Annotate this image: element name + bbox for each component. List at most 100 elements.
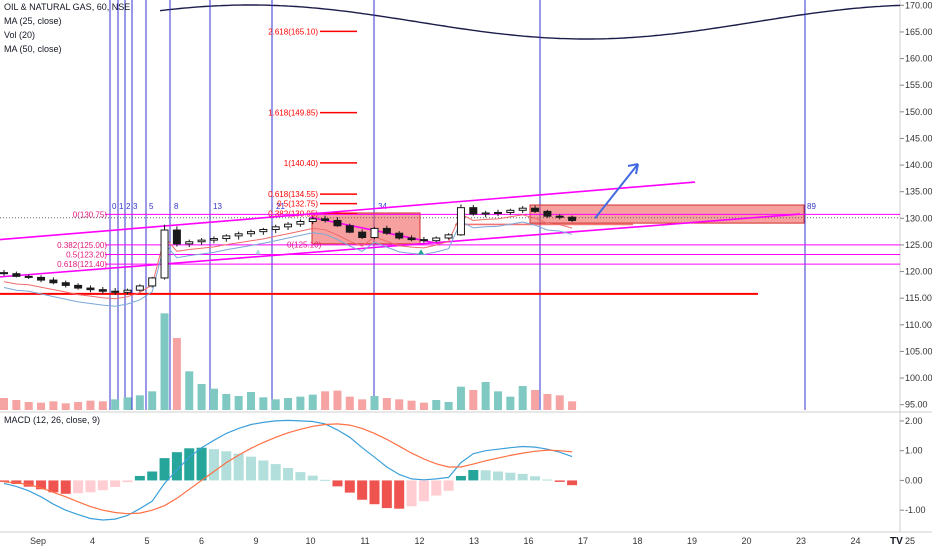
volume-bar xyxy=(382,398,391,410)
candle-body xyxy=(49,279,58,284)
price-tick-label: 155.00 xyxy=(905,80,932,90)
macd-histogram-bar xyxy=(60,480,71,494)
up-marker-icon xyxy=(418,249,424,255)
volume-legend[interactable]: Vol (20) xyxy=(4,30,36,40)
candle-body xyxy=(123,289,132,293)
candle-body xyxy=(160,229,169,279)
candle-body xyxy=(86,287,95,291)
fib-time-label: 8 xyxy=(174,202,179,211)
fib-retracement-label: 0.618(121.40) xyxy=(57,260,107,269)
candle-body xyxy=(259,228,268,233)
volume-bar xyxy=(308,394,317,410)
macd-histogram-bar xyxy=(505,472,516,481)
fib-time-label: 0 xyxy=(112,202,117,211)
candle-body xyxy=(308,218,317,223)
macd-histogram-bar xyxy=(332,480,343,487)
macd-histogram-bar xyxy=(283,467,294,481)
macd-histogram-bar xyxy=(208,449,219,481)
macd-histogram-bar xyxy=(73,480,84,494)
macd-histogram-bar xyxy=(468,470,479,481)
volume-bar xyxy=(160,313,169,410)
macd-histogram-bar xyxy=(36,480,47,490)
macd-histogram-bar xyxy=(431,480,442,496)
fib-extension-label: 0.618(134.55) xyxy=(268,190,318,199)
tradingview-logo: TV xyxy=(890,536,903,547)
macd-histogram-bar xyxy=(48,480,59,493)
ma50-legend[interactable]: MA (50, close) xyxy=(4,44,62,54)
fib-time-label: 1 xyxy=(119,202,124,211)
volume-bar xyxy=(259,397,268,410)
macd-histogram-bar xyxy=(0,480,9,482)
time-tick-label: 24 xyxy=(850,536,860,546)
macd-histogram-bar xyxy=(418,480,429,502)
volume-bar xyxy=(222,394,231,410)
macd-histogram-bar xyxy=(530,476,541,481)
macd-histogram-bar xyxy=(122,480,133,483)
macd-histogram-bar xyxy=(147,471,158,481)
macd-histogram-bar xyxy=(357,480,368,500)
ma25-legend[interactable]: MA (25, close) xyxy=(4,16,62,26)
macd-histogram-bar xyxy=(406,480,417,507)
macd-histogram-bar xyxy=(159,458,170,481)
time-tick-label: 13 xyxy=(469,536,479,546)
volume-bar xyxy=(74,402,83,410)
candle-body xyxy=(284,223,293,228)
macd-histogram-bar xyxy=(455,475,466,481)
candle-body xyxy=(296,221,305,225)
symbol-legend[interactable]: OIL & NATURAL GAS, 60, NSE xyxy=(4,2,131,12)
macd-histogram-bar xyxy=(394,480,405,509)
volume-bar xyxy=(296,396,305,410)
time-tick-label: 16 xyxy=(523,536,533,546)
volume-bar xyxy=(568,401,577,410)
macd-tick-label: 2.00 xyxy=(905,416,923,426)
candle-body xyxy=(407,237,416,241)
time-tick-label: 17 xyxy=(578,536,588,546)
volume-bar xyxy=(518,386,527,410)
fib-extension-label: 0.5(132.75) xyxy=(277,200,318,209)
fib-time-label: 3 xyxy=(133,202,138,211)
volume-bar xyxy=(172,338,181,410)
price-tick-label: 165.00 xyxy=(905,27,932,37)
candle-body xyxy=(74,284,83,289)
price-tick-label: 105.00 xyxy=(905,346,932,356)
macd-histogram-bar xyxy=(567,480,578,486)
macd-histogram-bar xyxy=(171,452,182,481)
macd-histogram-bar xyxy=(110,480,121,487)
macd-histogram-bar xyxy=(270,464,281,481)
volume-bar xyxy=(506,396,515,410)
candle-body xyxy=(271,226,280,230)
macd-histogram-bar xyxy=(480,470,491,481)
volume-bar xyxy=(12,400,21,410)
candle-body xyxy=(185,241,194,245)
macd-legend[interactable]: MACD (12, 26, close, 9) xyxy=(4,415,101,425)
candle-body xyxy=(555,215,564,218)
time-tick-label: 5 xyxy=(144,536,149,546)
candle-body xyxy=(358,231,367,238)
candle-body xyxy=(456,207,465,236)
price-tick-label: 140.00 xyxy=(905,160,932,170)
volume-bar xyxy=(555,395,564,410)
fib-time-label: 13 xyxy=(213,202,222,211)
time-cycle-wave xyxy=(159,4,901,40)
candle-body xyxy=(345,225,354,233)
ma25-line xyxy=(3,213,573,300)
macd-histogram-bar xyxy=(85,480,96,493)
candle-body xyxy=(148,277,157,287)
fib-time-label: 21 xyxy=(276,202,285,211)
volume-bar xyxy=(111,399,120,410)
candle-body xyxy=(506,209,515,213)
projection-arrow xyxy=(594,163,639,219)
price-tick-label: 170.00 xyxy=(905,0,932,10)
time-tick-label: 25 xyxy=(905,536,915,546)
macd-histogram-bar xyxy=(344,480,355,493)
fib-zero-label: 0(125.10) xyxy=(287,240,322,249)
macd-histogram-bar xyxy=(369,480,380,505)
volume-bar xyxy=(284,398,293,410)
volume-bar xyxy=(333,390,342,410)
time-tick-label: 20 xyxy=(741,536,751,546)
macd-histogram-bar xyxy=(320,479,331,481)
fib-time-label: 89 xyxy=(807,202,816,211)
price-tick-label: 115.00 xyxy=(905,293,932,303)
volume-bar xyxy=(86,400,95,410)
